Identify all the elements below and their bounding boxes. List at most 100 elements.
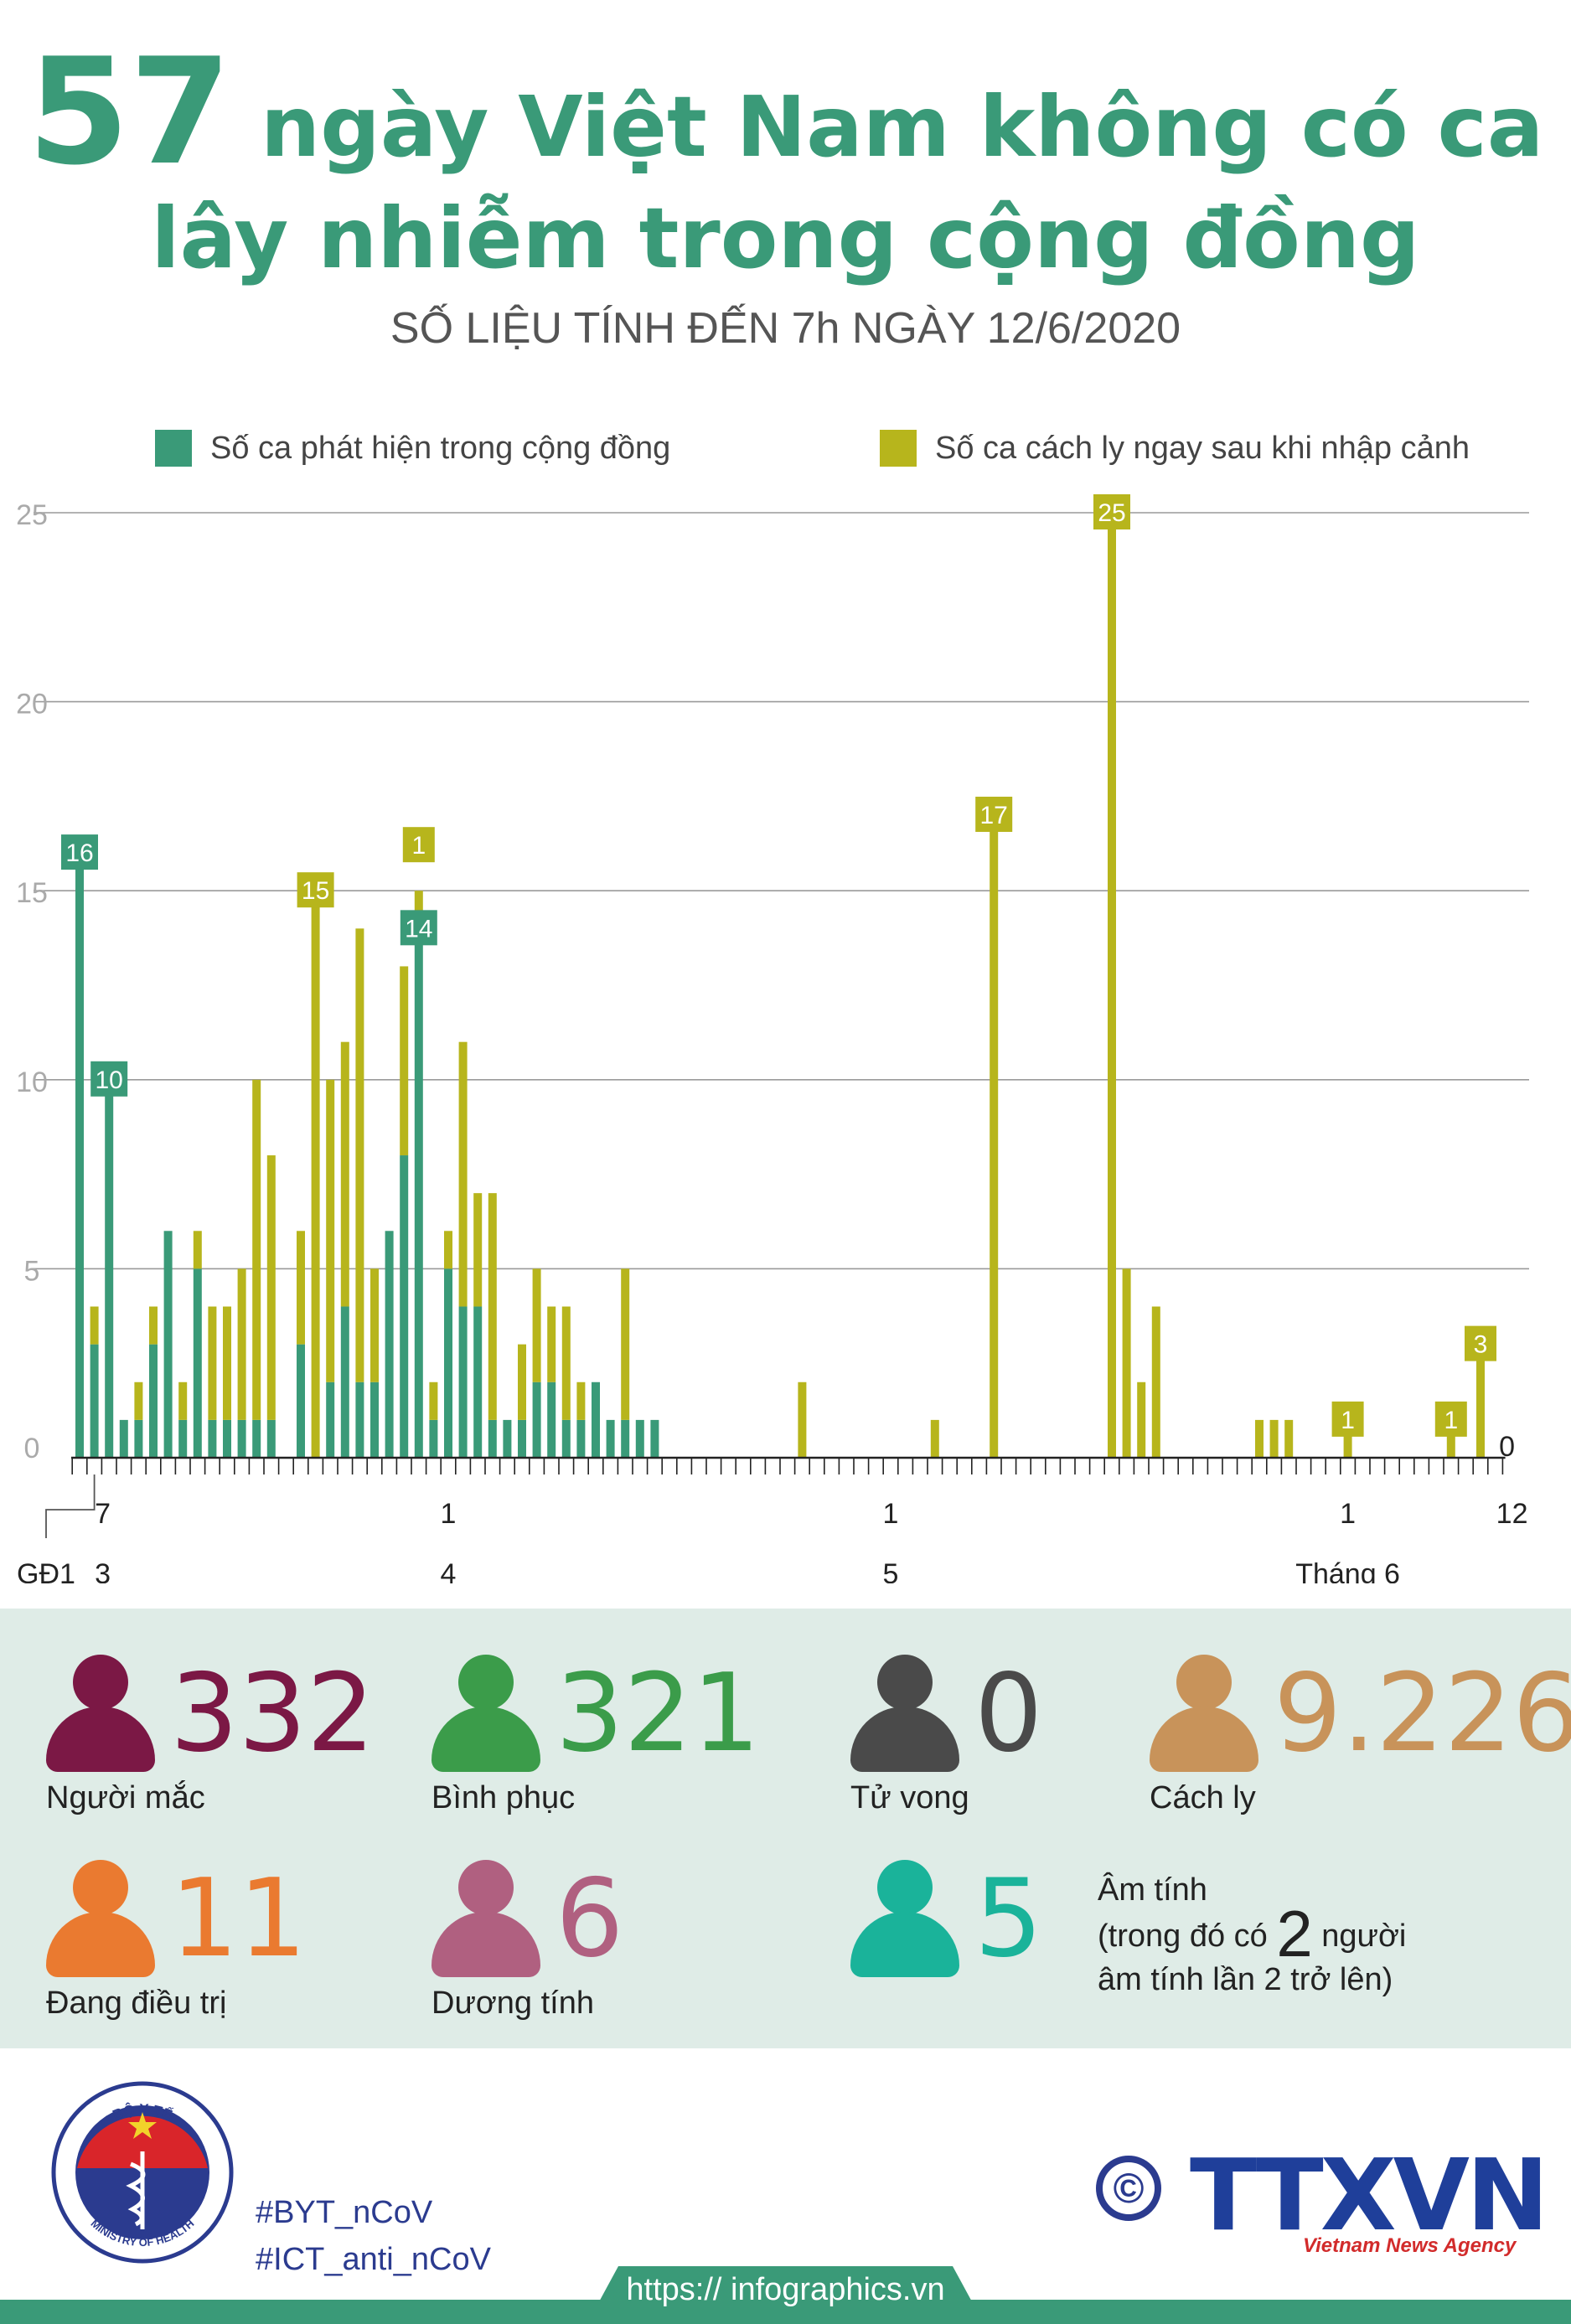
x-month-label: Tháng 6 <box>1295 1558 1400 1583</box>
value-label: 1 <box>411 832 426 860</box>
bar-imported <box>208 1306 217 1420</box>
bar-imported <box>400 966 409 1156</box>
bar-community <box>385 1231 394 1458</box>
bar-imported <box>1122 1268 1131 1458</box>
value-label: 17 <box>980 802 1008 829</box>
negative-note-line3: âm tính lần 2 trở lên) <box>1098 1962 1393 1997</box>
bar-imported <box>930 1419 939 1458</box>
bar-imported <box>149 1306 158 1345</box>
person-icon <box>46 1655 155 1772</box>
y-tick-label: 15 <box>16 877 48 909</box>
y-tick-label: 25 <box>16 499 48 531</box>
value-label-box <box>90 1061 128 1097</box>
person-icon <box>850 1655 959 1772</box>
person-icon <box>850 1860 959 1977</box>
value-label: 10 <box>96 1066 123 1094</box>
bar-community <box>252 1419 261 1458</box>
value-label: 14 <box>405 915 432 943</box>
title-line-1-text: ngày Việt Nam không có ca <box>261 78 1544 176</box>
x-tick-label: 1 <box>441 1498 457 1530</box>
stat-recovered-label: Bình phục <box>432 1780 576 1815</box>
subtitle: SỐ LIỆU TÍNH ĐẾN 7h NGÀY 12/6/2020 <box>390 304 1181 353</box>
value-label-box <box>1434 1401 1467 1437</box>
bar-community <box>488 1419 497 1458</box>
bar-community <box>592 1381 600 1458</box>
bar-community <box>561 1419 571 1458</box>
bar-imported <box>193 1231 202 1269</box>
bar-imported <box>621 1268 630 1420</box>
bar-community <box>621 1419 630 1458</box>
bar-community <box>326 1381 335 1458</box>
bar-imported <box>355 928 364 1382</box>
y-tick-label: 5 <box>24 1255 40 1287</box>
legend-community-label: Số ca phát hiện trong cộng đồng <box>210 430 671 466</box>
value-label: 3 <box>1474 1331 1488 1359</box>
stat-positive-value: 6 <box>556 1857 624 1981</box>
value-label: 16 <box>65 839 93 867</box>
bar-imported <box>223 1306 231 1420</box>
bar-community <box>193 1268 202 1458</box>
bar-imported <box>370 1268 379 1382</box>
stat-treating-value: 11 <box>170 1857 307 1981</box>
bar-imported <box>1343 1419 1352 1458</box>
bar-community <box>119 1419 128 1458</box>
bar-community <box>105 1079 114 1458</box>
phase-bracket <box>45 1474 96 1538</box>
negative-note-number: 2 <box>1276 1897 1313 1970</box>
bar-community <box>606 1419 615 1458</box>
bar-community <box>547 1381 556 1458</box>
bar-community <box>414 928 423 1458</box>
stat-quarantine-value: 9.226 <box>1274 1651 1571 1776</box>
x-month-label: 5 <box>883 1558 899 1583</box>
stat-infected-value: 332 <box>170 1651 375 1776</box>
stat-negative: 5 <box>850 1857 1085 2027</box>
negative-note: Âm tính (trong đó có 2 người âm tính lần… <box>1098 1868 1406 2001</box>
stats-panel: 332 Người mắc 321 Bình phục 0 Tử vong 9.… <box>0 1609 1571 2048</box>
bar-imported <box>518 1344 526 1420</box>
person-icon <box>432 1860 540 1977</box>
y-tick-label: 10 <box>16 1066 48 1098</box>
bar-community <box>370 1381 379 1458</box>
value-label-box <box>400 910 437 946</box>
copyright-icon: © <box>1096 2156 1161 2221</box>
bar-community <box>237 1419 246 1458</box>
bar-imported <box>178 1381 188 1420</box>
bar-community <box>576 1419 586 1458</box>
bar-imported <box>340 1041 349 1307</box>
website-link[interactable]: https:// infographics.vn <box>626 2272 945 2307</box>
bar-community <box>429 1419 438 1458</box>
x-tick-label: 1 <box>883 1498 899 1530</box>
stat-recovered-value: 321 <box>556 1651 761 1776</box>
stat-deaths-value: 0 <box>974 1651 1043 1776</box>
bar-community <box>532 1381 541 1458</box>
bar-community <box>163 1231 173 1458</box>
bar-community <box>650 1419 659 1458</box>
negative-note-pre: (trong đó có <box>1098 1919 1277 1954</box>
x-tick-label: 7 <box>95 1498 111 1530</box>
bar-imported <box>266 1155 276 1420</box>
bar-imported <box>1446 1419 1455 1458</box>
footer: BỘ Y TẾ MINISTRY OF HEALTH #BYT_nCoV #IC… <box>0 2048 1571 2324</box>
bar-imported <box>134 1381 143 1420</box>
bar-imported <box>576 1381 586 1420</box>
bar-imported <box>414 891 423 929</box>
negative-note-post: người <box>1312 1919 1407 1954</box>
bar-imported <box>326 1079 335 1382</box>
value-label-box <box>1465 1325 1496 1361</box>
stat-treating-label: Đang điều trị <box>46 1986 227 2021</box>
bar-imported <box>252 1079 261 1420</box>
value-label: 25 <box>1098 499 1125 527</box>
negative-note-line1: Âm tính <box>1098 1872 1207 1908</box>
bar-community <box>503 1419 512 1458</box>
legend-community: Số ca phát hiện trong cộng đồng <box>155 423 670 473</box>
value-label-box <box>297 872 334 908</box>
value-label-box <box>1093 494 1130 529</box>
ttxvn-logo: TTXVN <box>1190 2137 1549 2253</box>
bar-imported <box>1255 1419 1264 1458</box>
value-label-box <box>1331 1401 1364 1437</box>
bar-imported <box>798 1381 807 1458</box>
y-tick-label: 0 <box>24 1433 40 1464</box>
title-line-1: 57 ngày Việt Nam không có ca <box>0 39 1571 186</box>
stat-deaths: 0 Tử vong <box>850 1651 1102 1822</box>
x-tick-label: 1 <box>1340 1498 1356 1530</box>
